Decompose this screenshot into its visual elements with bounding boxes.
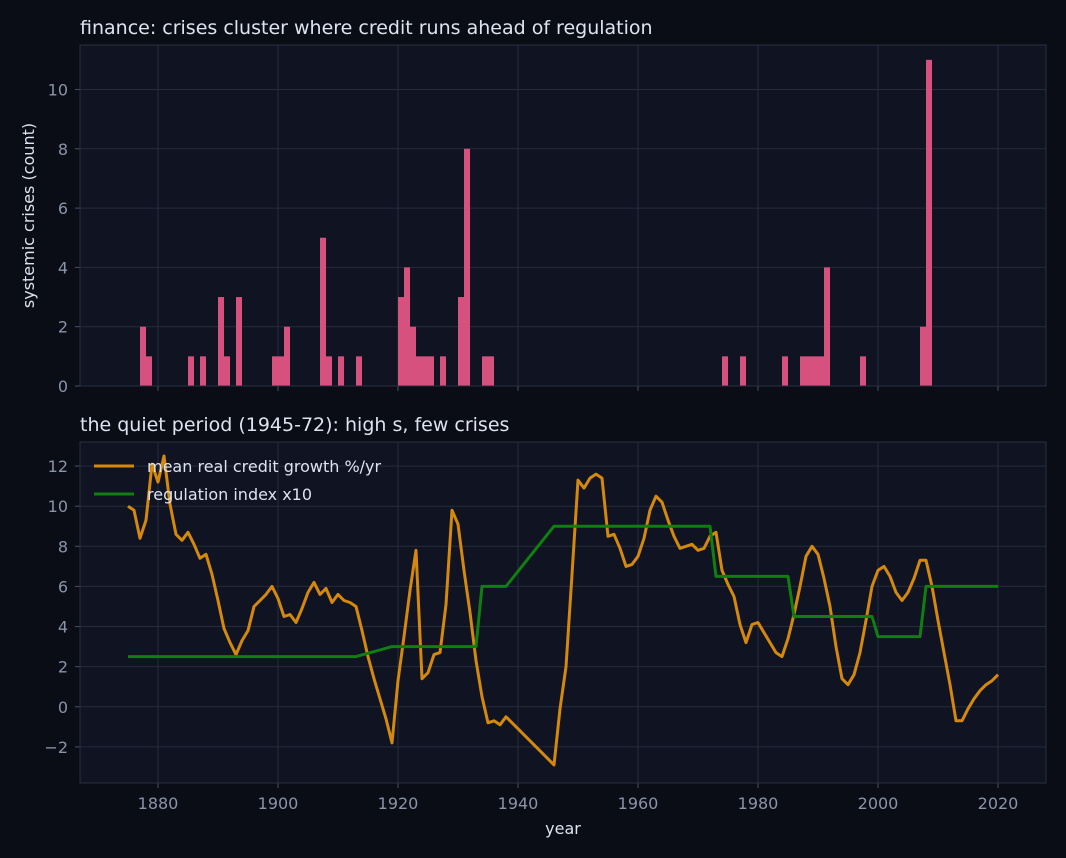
crises-y-tick-label: 6	[58, 199, 68, 218]
crises-bar	[920, 326, 926, 386]
credit-x-tick-label: 2020	[978, 794, 1019, 813]
crises-y-tick-label: 0	[58, 377, 68, 396]
crises-bar	[722, 356, 728, 386]
crises-bar	[146, 356, 152, 386]
crises-bar	[140, 326, 146, 386]
credit-y-tick-label: 0	[58, 698, 68, 717]
crises-chart-title: finance: crises cluster where credit run…	[80, 17, 653, 39]
credit-y-tick-label: 10	[48, 497, 68, 516]
credit-y-tick-label: 2	[58, 658, 68, 677]
crises-y-tick-label: 2	[58, 318, 68, 337]
crises-bar	[422, 356, 428, 386]
legend-label-regulation-index: regulation index x10	[147, 485, 312, 504]
credit-y-tick-label: 6	[58, 577, 68, 596]
crises-bar	[272, 356, 278, 386]
crises-y-tick-label: 4	[58, 258, 68, 277]
crises-bar	[824, 267, 830, 386]
crises-bar	[278, 356, 284, 386]
crises-bar	[410, 326, 416, 386]
crises-bar	[488, 356, 494, 386]
crises-bar	[200, 356, 206, 386]
credit-legend: mean real credit growth %/yr regulation …	[94, 457, 382, 504]
crises-bar	[404, 267, 410, 386]
crises-bar	[218, 297, 224, 386]
credit-x-tick-label: 1920	[378, 794, 419, 813]
crises-y-ticks: 0 2 4 6 8 10	[48, 80, 80, 396]
crises-bar	[320, 237, 326, 386]
crises-bar	[812, 356, 818, 386]
credit-x-tick-label: 1900	[258, 794, 299, 813]
credit-plot-frame	[79, 441, 1047, 784]
credit-y-tick-label: 4	[58, 618, 68, 637]
crises-bar	[398, 297, 404, 386]
crises-bar	[416, 356, 422, 386]
credit-x-tick-label: 1940	[498, 794, 539, 813]
crises-bar	[806, 356, 812, 386]
crises-bar	[440, 356, 446, 386]
crises-bar	[464, 148, 470, 386]
credit-series-lines	[127, 454, 1000, 767]
crises-bar	[800, 356, 806, 386]
crises-bar	[818, 356, 824, 386]
credit-y-ticks: −2 0 2 4 6 8 10 12	[44, 457, 80, 757]
crises-bar	[326, 356, 332, 386]
crises-y-axis-label: systemic crises (count)	[19, 123, 38, 308]
legend-label-credit-growth: mean real credit growth %/yr	[147, 457, 382, 476]
credit-chart-title: the quiet period (1945-72): high s, few …	[80, 414, 509, 436]
crises-y-tick-label: 10	[48, 80, 68, 99]
crises-bar-panel: finance: crises cluster where credit run…	[19, 17, 1047, 396]
crises-bar	[458, 297, 464, 386]
regulation-index-line	[128, 524, 998, 659]
credit-x-axis-label: year	[545, 819, 581, 838]
credit-x-tick-label: 1880	[138, 794, 179, 813]
crises-bar	[782, 356, 788, 386]
credit-gridlines	[80, 442, 1046, 783]
crises-plot-area	[80, 45, 1046, 386]
crises-bar	[284, 326, 290, 386]
credit-y-tick-label: 12	[48, 457, 68, 476]
crises-bar	[236, 297, 242, 386]
crises-bar	[224, 356, 230, 386]
crises-bar	[926, 59, 932, 387]
crises-bar	[338, 356, 344, 386]
crises-bar	[740, 356, 746, 386]
crises-bars	[140, 59, 932, 387]
credit-x-tick-label: 1960	[618, 794, 659, 813]
credit-y-tick-label: 8	[58, 537, 68, 556]
credit-plot-area	[80, 442, 1046, 783]
crises-bar	[188, 356, 194, 386]
credit-growth-line	[127, 454, 1000, 767]
credit-x-tick-label: 2000	[858, 794, 899, 813]
crises-bar	[356, 356, 362, 386]
crises-gridlines	[80, 45, 1046, 387]
credit-x-ticks: 1880 1900 1920 1940 1960 1980 2000 2020	[138, 783, 1019, 813]
credit-y-tick-label: −2	[44, 738, 68, 757]
crises-bar	[482, 356, 488, 386]
credit-x-tick-label: 1980	[738, 794, 779, 813]
crises-plot-frame	[79, 44, 1047, 387]
credit-line-panel: the quiet period (1945-72): high s, few …	[44, 414, 1047, 838]
crises-x-tickmarks	[157, 386, 999, 391]
crises-bar	[428, 356, 434, 386]
crises-y-tick-label: 8	[58, 140, 68, 159]
crises-bar	[860, 356, 866, 386]
